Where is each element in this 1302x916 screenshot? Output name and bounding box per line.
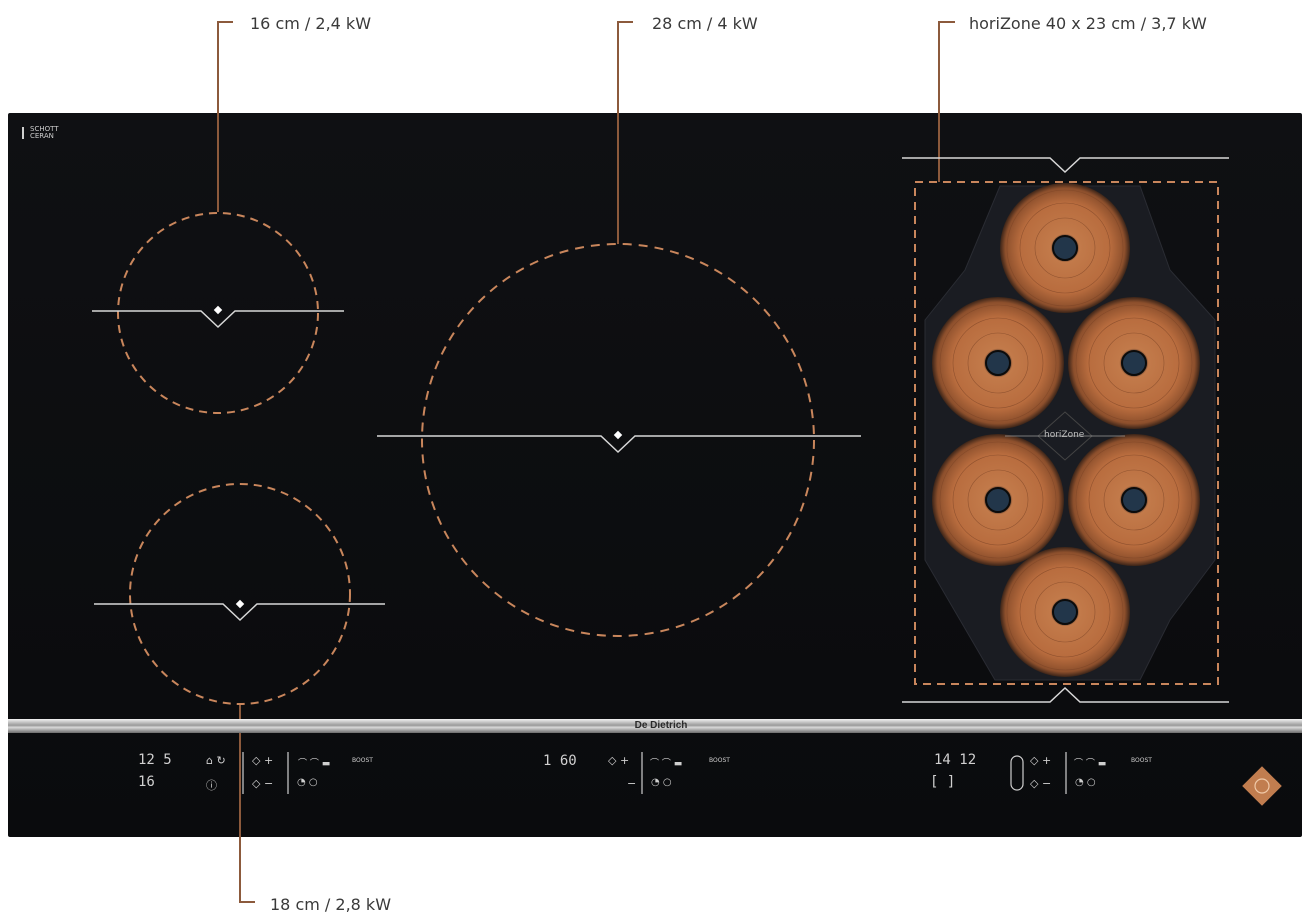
right-display-bottom: [ ] (930, 774, 956, 790)
left-lock-timer-icons[interactable]: ⌂ ↻ (206, 754, 226, 767)
zone-label-28cm: 28 cm / 4 kW (652, 14, 758, 33)
left-boost-button[interactable]: BOOST (352, 757, 373, 764)
zone-label-16cm: 16 cm / 2,4 kW (250, 14, 372, 33)
left-display-top: 12 5 (138, 752, 172, 768)
slider-center (377, 435, 861, 454)
center-boost-button[interactable]: BOOST (709, 757, 730, 764)
horizone-panel-text: horiZone (1044, 430, 1085, 440)
zone-outline-16cm (117, 212, 319, 414)
center-timer-icons[interactable]: ◔ ○ (651, 777, 672, 788)
left-info-icon[interactable]: ⓘ (206, 779, 217, 792)
right-minus-button[interactable]: ◇ − (1030, 777, 1052, 790)
center-minus-button[interactable]: − (627, 777, 637, 790)
center-plus-button[interactable]: ◇ + (608, 754, 630, 767)
zone-outline-horizone (914, 181, 1219, 685)
control-dividers (242, 752, 1067, 794)
brand-name: De Dietrich (634, 720, 688, 731)
zone-label-18cm: 18 cm / 2,8 kW (270, 895, 392, 914)
right-pan-icons[interactable]: ⌒ ⌒ ▬ (1074, 759, 1107, 769)
slider-rear-left (94, 603, 385, 622)
power-knob-icon (1242, 766, 1282, 806)
left-plus-button[interactable]: ◇ + (252, 754, 274, 767)
slider-horizone-bottom (902, 686, 1229, 703)
left-timer-icons[interactable]: ◔ ○ (297, 777, 318, 788)
leader-lines (217, 21, 955, 903)
center-pan-icons[interactable]: ⌒ ⌒ ▬ (650, 759, 683, 769)
zone-label-horizone: horiZone 40 x 23 cm / 3,7 kW (969, 14, 1207, 33)
left-minus-button[interactable]: ◇ − (252, 777, 274, 790)
horizone-capsule-icon (1010, 755, 1024, 791)
induction-coils (932, 183, 1200, 677)
left-display-bottom: 16 (138, 774, 155, 790)
right-plus-button[interactable]: ◇ + (1030, 754, 1052, 767)
zone-outline-28cm (421, 243, 815, 637)
right-timer-icons[interactable]: ◔ ○ (1075, 777, 1096, 788)
brand-strip (8, 719, 1302, 733)
center-display: 1 60 (543, 753, 577, 769)
zone-outline-18cm (129, 483, 351, 705)
right-boost-button[interactable]: BOOST (1131, 757, 1152, 764)
slider-front-left (92, 310, 344, 329)
left-pan-icons[interactable]: ⌒ ⌒ ▬ (298, 759, 331, 769)
schott-ceran-logo: SCHOTT CERAN (22, 126, 59, 140)
slider-horizone-top (902, 157, 1229, 174)
right-display-top: 14 12 (934, 752, 977, 768)
